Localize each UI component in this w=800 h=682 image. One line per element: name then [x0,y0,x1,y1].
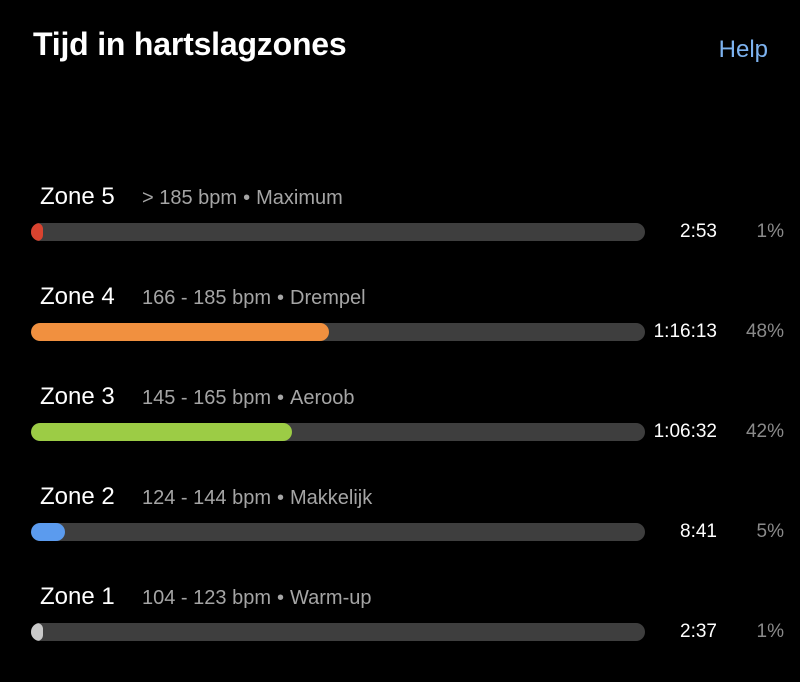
zone-name: Zone 3 [40,383,115,410]
zone-progress-fill [31,623,43,641]
zone-row-4: Zone 4 166 - 185 bpm • Drempel 1:16:13 48% [0,283,800,353]
zone-duration: 1:16:13 [653,321,717,342]
zone-percent: 1% [756,221,784,242]
zone-progress-fill [31,323,329,341]
zone-label: Makkelijk [290,487,373,509]
zone-range: 166 - 185 bpm [142,287,271,309]
zone-duration: 8:41 [680,521,717,542]
separator-dot: • [276,587,284,609]
zone-progress-track [31,423,645,441]
zone-row-5: Zone 5 > 185 bpm • Maximum 2:53 1% [0,183,800,253]
zone-progress-track [31,523,645,541]
zone-progress-track [31,623,645,641]
zone-label: Drempel [290,287,366,309]
zone-description: > 185 bpm • Maximum [142,187,343,210]
zone-description: 145 - 165 bpm • Aeroob [142,387,355,410]
zone-name: Zone 4 [40,283,115,310]
zone-description: 124 - 144 bpm • Makkelijk [142,487,372,510]
zone-name: Zone 2 [40,483,115,510]
zone-progress-track [31,323,645,341]
zone-range: 124 - 144 bpm [142,487,271,509]
zone-percent: 42% [745,421,784,442]
zone-row-2: Zone 2 124 - 144 bpm • Makkelijk 8:41 5% [0,483,800,553]
page-title: Tijd in hartslagzones [33,26,347,62]
separator-dot: • [276,387,284,409]
zone-progress-fill [31,423,292,441]
zone-label: Maximum [256,187,343,209]
separator-dot: • [276,487,284,509]
zone-range: 145 - 165 bpm [142,387,271,409]
header: Tijd in hartslagzones Help [33,26,768,74]
zone-name: Zone 5 [40,183,115,210]
separator-dot: • [276,287,284,309]
zone-progress-fill [31,223,43,241]
zone-duration: 2:53 [680,221,717,242]
zone-label: Warm-up [290,587,372,609]
zone-name: Zone 1 [40,583,115,610]
zone-label: Aeroob [290,387,355,409]
zone-duration: 2:37 [680,621,717,642]
zone-row-1: Zone 1 104 - 123 bpm • Warm-up 2:37 1% [0,583,800,653]
zone-progress-fill [31,523,65,541]
zone-description: 104 - 123 bpm • Warm-up [142,587,371,610]
zone-progress-track [31,223,645,241]
zone-row-3: Zone 3 145 - 165 bpm • Aeroob 1:06:32 42% [0,383,800,453]
separator-dot: • [243,187,251,209]
zone-duration: 1:06:32 [653,421,717,442]
zone-description: 166 - 185 bpm • Drempel [142,287,366,310]
zone-percent: 48% [745,321,784,342]
zone-percent: 5% [756,521,784,542]
zone-percent: 1% [756,621,784,642]
help-link[interactable]: Help [718,36,768,63]
zone-range: > 185 bpm [142,187,238,209]
zone-range: 104 - 123 bpm [142,587,271,609]
